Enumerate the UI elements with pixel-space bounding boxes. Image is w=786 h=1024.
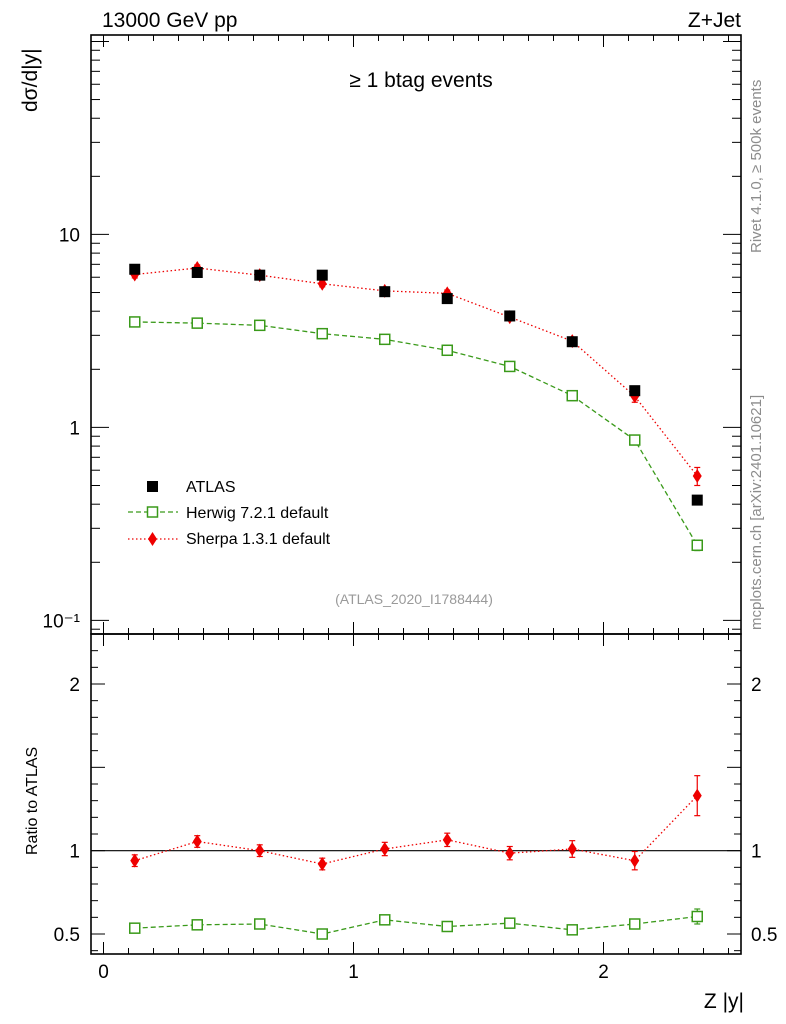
- legend: ATLAS Herwig 7.2.1 default Sherpa 1.3.1 …: [128, 479, 331, 548]
- herwig-data-point: [691, 910, 703, 923]
- sherpa-data-point: [192, 834, 202, 849]
- x-axis-label: Z |y|: [704, 990, 744, 1013]
- atlas-data-point: [691, 494, 703, 506]
- sherpa-data-point: [505, 846, 515, 861]
- atlas-data-point: [191, 266, 203, 278]
- main-y-tick-label: 10: [59, 225, 80, 246]
- herwig-data-point: [566, 389, 578, 402]
- ratio-y-tick-label-right: 0.5: [751, 925, 777, 946]
- ratio-y-axis-label: Ratio to ATLAS: [24, 747, 41, 855]
- herwig-data-point: [191, 317, 203, 329]
- herwig-data-point: [691, 539, 703, 552]
- sherpa-data-point: [130, 853, 140, 868]
- legend-sherpa-label: Sherpa 1.3.1 default: [186, 531, 331, 548]
- herwig-data-point: [504, 360, 516, 373]
- legend-atlas-marker: [147, 481, 158, 492]
- atlas-data-point: [254, 269, 266, 281]
- herwig-data-point: [316, 928, 328, 940]
- main-y-axis-label: dσ/d|y|: [19, 48, 42, 112]
- selection-label: ≥ 1 btag events: [349, 69, 492, 92]
- herwig-data-point: [441, 920, 453, 933]
- atlas-data-point: [629, 385, 641, 397]
- atlas-data-point: [566, 336, 578, 348]
- process-label: Z+Jet: [688, 9, 741, 32]
- ratio-panel-marks: [91, 775, 741, 940]
- legend-herwig-label: Herwig 7.2.1 default: [186, 505, 329, 522]
- herwig-series-line: [134, 321, 698, 546]
- sherpa-data-point: [630, 853, 640, 868]
- sherpa-data-point: [692, 468, 702, 483]
- herwig-series-line: [134, 915, 698, 935]
- legend-sherpa-marker: [148, 532, 157, 546]
- herwig-data-point: [191, 919, 203, 931]
- sherpa-data-point: [442, 832, 452, 847]
- herwig-data-point: [441, 344, 453, 357]
- ratio-y-tick-label: 1: [69, 842, 80, 863]
- herwig-data-point: [129, 316, 141, 328]
- herwig-data-point: [254, 918, 266, 930]
- atlas-data-point: [441, 293, 453, 305]
- axis-ticks: 0 1 2 10 1 10⁻¹ 2 2 1 1 0.5 0.5: [43, 35, 777, 983]
- sherpa-data-point: [567, 842, 577, 856]
- herwig-data-point: [254, 319, 266, 332]
- sherpa-data-point: [317, 857, 327, 871]
- analysis-id: (ATLAS_2020_I1788444): [335, 591, 493, 607]
- herwig-data-point: [629, 918, 641, 930]
- herwig-data-point: [629, 434, 641, 446]
- herwig-data-point: [566, 924, 578, 936]
- x-tick-label: 1: [348, 962, 359, 983]
- rivet-label: Rivet 4.1.0, ≥ 500k events: [748, 80, 765, 253]
- sherpa-data-point: [255, 843, 265, 858]
- ratio-y-tick-label: 2: [69, 675, 80, 696]
- main-y-tick-label: 1: [69, 418, 80, 439]
- x-tick-label: 0: [98, 962, 109, 983]
- herwig-data-point: [316, 327, 328, 340]
- main-y-tick-label: 10⁻¹: [43, 611, 81, 632]
- ratio-y-tick-label: 0.5: [54, 925, 80, 946]
- atlas-data-point: [129, 263, 141, 275]
- mcplots-label: mcplots.cern.ch [arXiv:2401.10621]: [748, 395, 765, 630]
- atlas-data-point: [379, 286, 391, 298]
- atlas-data-point: [316, 269, 328, 281]
- legend-herwig-marker: [146, 506, 159, 518]
- energy-label: 13000 GeV pp: [102, 9, 237, 32]
- ratio-y-tick-label-right: 2: [751, 675, 762, 696]
- x-tick-label: 2: [598, 962, 609, 983]
- main-panel-marks: [129, 260, 703, 552]
- ratio-y-tick-label-right: 1: [751, 842, 762, 863]
- herwig-data-point: [129, 922, 141, 934]
- herwig-data-point: [379, 333, 391, 346]
- sherpa-series-line: [134, 267, 698, 477]
- herwig-data-point: [504, 917, 516, 929]
- sherpa-series-line: [134, 795, 698, 865]
- ratio-plot-frame: [90, 633, 742, 955]
- herwig-data-point: [379, 914, 391, 926]
- sherpa-data-point: [692, 788, 702, 803]
- sherpa-data-point: [380, 842, 390, 856]
- atlas-data-point: [504, 310, 516, 322]
- legend-atlas-label: ATLAS: [186, 479, 236, 496]
